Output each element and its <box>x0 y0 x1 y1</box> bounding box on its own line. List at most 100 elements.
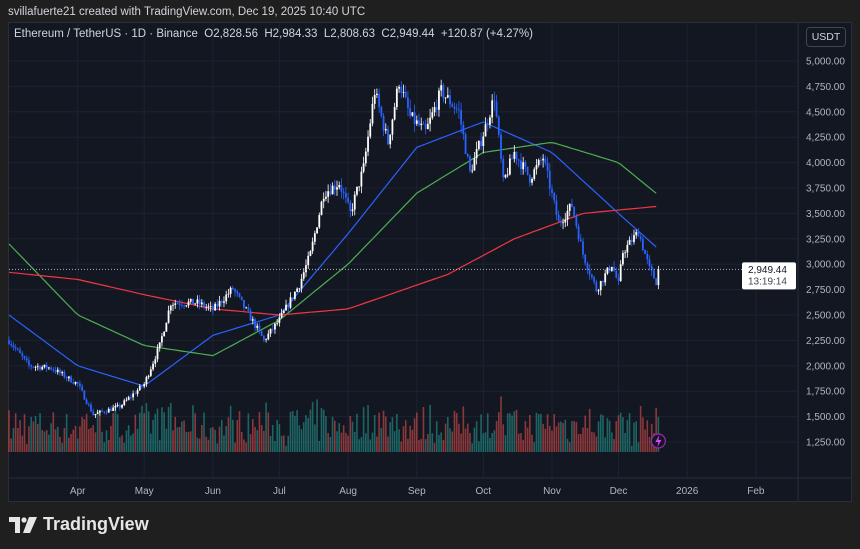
candle-body <box>265 339 267 341</box>
volume-bar <box>25 443 28 452</box>
y-tick-label: 1,500.00 <box>806 412 845 423</box>
candle-body <box>309 251 312 256</box>
volume-bar <box>564 419 567 452</box>
candle-body <box>214 303 217 311</box>
candle <box>316 227 318 234</box>
candle-body <box>336 187 338 190</box>
volume-bar <box>511 415 513 452</box>
volume-bar <box>34 415 37 452</box>
candle <box>453 102 456 115</box>
volume-bar <box>535 412 538 452</box>
candle <box>285 299 287 311</box>
candle <box>10 340 13 348</box>
candle-body <box>564 219 567 223</box>
candle <box>194 303 197 306</box>
candle <box>81 383 84 392</box>
candle-body <box>258 325 261 331</box>
tradingview-logo[interactable]: TradingView <box>9 514 149 535</box>
candle-body <box>300 278 303 289</box>
candle-body <box>16 348 19 350</box>
candle-body <box>45 364 48 369</box>
candle-body <box>426 123 429 130</box>
volume-bar <box>555 426 558 452</box>
lightning-icon[interactable] <box>650 433 666 449</box>
candle-body <box>240 296 243 300</box>
candle-body <box>127 397 130 400</box>
volume-bar <box>546 414 549 452</box>
candle-body <box>477 140 480 150</box>
volume-bar <box>240 431 243 452</box>
volume-bar <box>522 439 524 452</box>
candle-body <box>141 385 143 387</box>
candle-body <box>590 274 593 278</box>
candle <box>289 292 292 310</box>
candle-body <box>280 313 283 318</box>
candle-body <box>56 369 59 373</box>
candle <box>287 303 290 313</box>
candle-body <box>599 281 602 291</box>
volume-bar <box>396 414 398 452</box>
volume-bar <box>90 427 92 452</box>
volume-bar <box>542 423 544 452</box>
candle <box>577 223 580 243</box>
candle <box>624 249 627 259</box>
candle <box>187 298 190 308</box>
candle <box>72 378 75 385</box>
candle <box>497 115 500 138</box>
volume-bar <box>96 410 99 452</box>
candle-body <box>422 123 425 125</box>
candle-body <box>449 95 451 105</box>
volume-bar <box>52 412 55 452</box>
volume-bar <box>548 425 551 452</box>
volume-bar <box>455 413 458 452</box>
volume-bar <box>560 421 562 452</box>
currency-unit-button[interactable]: USDT <box>806 27 846 47</box>
volume-bar <box>482 433 485 452</box>
ohlc-change: +120.87 (+4.27%) <box>440 28 533 40</box>
volume-bar <box>163 412 165 452</box>
candle-body <box>101 410 103 412</box>
candle <box>582 237 584 259</box>
candle <box>14 344 17 352</box>
candle <box>420 117 423 131</box>
candle-body <box>327 191 330 197</box>
volume-bar <box>74 425 77 452</box>
volume-bar <box>243 439 245 452</box>
volume-bar <box>105 430 108 452</box>
candle <box>613 261 615 272</box>
x-tick-label: Nov <box>543 486 561 497</box>
candle <box>633 229 635 245</box>
volume-bar <box>628 413 631 452</box>
candle-body <box>147 375 150 378</box>
candle <box>635 229 638 239</box>
volume-bar <box>307 418 309 452</box>
volume-bar <box>196 437 199 452</box>
candle <box>311 237 314 254</box>
volume-bar <box>99 413 101 452</box>
volume-bar <box>462 406 465 452</box>
candle-body <box>546 162 549 171</box>
volume-bar <box>475 421 478 452</box>
volume-bar <box>597 421 600 452</box>
candle-body <box>207 306 210 308</box>
candle <box>597 288 600 295</box>
candle <box>380 105 383 118</box>
symbol-name[interactable]: Ethereum / TetherUS · 1D · Binance <box>14 28 198 40</box>
volume-bar <box>247 413 250 452</box>
credit-text: svillafuerte21 created with TradingView.… <box>8 6 366 18</box>
volume-bar <box>619 412 622 452</box>
volume-bar <box>593 432 595 452</box>
candle-body <box>205 306 208 308</box>
volume-bar <box>524 421 527 452</box>
candle <box>220 299 223 308</box>
y-tick-label: 4,000.00 <box>806 158 845 169</box>
volume-bar <box>433 442 436 452</box>
candle <box>198 294 201 310</box>
candle-body <box>43 364 46 367</box>
candle-body <box>462 124 465 135</box>
candle <box>475 141 478 165</box>
candle <box>180 300 183 309</box>
candle <box>415 115 418 126</box>
volume-bar <box>415 412 418 452</box>
